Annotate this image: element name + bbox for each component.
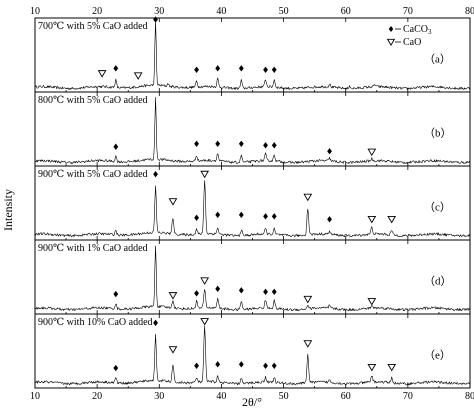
cao-marker	[133, 72, 143, 80]
top-tick-label: 30	[154, 6, 164, 17]
cao-marker	[303, 295, 313, 304]
caco3-marker	[215, 65, 221, 72]
caco3-marker	[271, 288, 277, 295]
caco3-marker	[153, 170, 158, 178]
caco3-marker	[263, 142, 268, 149]
cao-marker	[200, 318, 210, 326]
caco3-marker	[153, 319, 158, 327]
legend-caco3-icon	[388, 26, 394, 32]
cao-marker	[303, 193, 313, 202]
caco3-marker	[238, 65, 244, 72]
panel-e: 900℃ with 10% CaO added （e）	[34, 313, 471, 389]
cao-marker	[387, 215, 397, 224]
bottom-tick-labels: 10 20 30 40 50 60 70 80	[30, 391, 474, 402]
panel-d: 900℃ with 1% CaO added （d）	[34, 239, 471, 315]
cao-marker	[303, 340, 313, 348]
top-tick-label: 80	[465, 6, 474, 17]
cao-marker	[367, 148, 377, 157]
panel-tag: （a）	[424, 52, 451, 65]
bottom-tick-label: 20	[92, 391, 102, 402]
bottom-tick-label: 80	[465, 391, 474, 402]
panel-b: 800℃ with 5% CaO added （b）	[34, 91, 471, 167]
caco3-marker	[263, 362, 268, 369]
caco3-marker	[194, 66, 199, 73]
bottom-tick-label: 50	[279, 391, 289, 402]
panel-tag: （b）	[424, 126, 452, 139]
xrd-trace	[34, 20, 471, 90]
legend-cao-icon	[386, 38, 396, 46]
cao-marker	[168, 198, 178, 206]
top-tick-label: 60	[341, 6, 351, 17]
caco3-marker	[238, 211, 244, 219]
panel-title: 900℃ with 5% CaO added	[38, 169, 148, 180]
panel-tag: （c）	[424, 200, 451, 213]
cao-marker	[387, 363, 397, 372]
panel-tag: （e）	[424, 348, 451, 361]
cao-marker	[200, 170, 210, 179]
caco3-marker	[153, 16, 158, 23]
xrd-trace	[34, 180, 471, 238]
caco3-marker	[271, 362, 277, 369]
caco3-marker	[271, 66, 277, 73]
x-axis-title: 2θ/°	[242, 395, 262, 409]
caco3-marker	[113, 290, 119, 298]
cao-marker	[97, 70, 107, 78]
caco3-marker	[215, 361, 221, 368]
xrd-trace	[34, 245, 471, 312]
cao-marker	[168, 346, 178, 354]
caco3-marker	[271, 213, 277, 220]
panel-title: 800℃ with 5% CaO added	[38, 95, 148, 106]
caco3-marker	[263, 213, 268, 220]
panel-title: 700℃ with 5% CaO added	[38, 21, 148, 32]
panel-c: 900℃ with 5% CaO added （c）	[34, 165, 471, 241]
caco3-marker	[194, 140, 199, 147]
caco3-marker	[263, 288, 268, 295]
caco3-marker	[238, 140, 244, 147]
bottom-tick-label: 40	[216, 391, 226, 402]
top-tick-label: 10	[30, 6, 40, 17]
cao-marker	[367, 363, 377, 372]
caco3-marker	[271, 142, 277, 149]
caco3-marker	[263, 66, 268, 73]
y-axis-title: Intensity	[1, 189, 15, 231]
caco3-marker	[215, 285, 221, 293]
caco3-marker	[327, 216, 332, 223]
caco3-marker	[215, 140, 221, 147]
caco3-marker	[113, 65, 119, 72]
caco3-marker	[194, 362, 199, 369]
cao-marker	[200, 277, 210, 285]
top-tick-label: 20	[92, 6, 102, 17]
cao-marker	[168, 292, 178, 300]
cao-marker	[367, 215, 377, 224]
caco3-marker	[327, 148, 332, 155]
panel-tag: （d）	[424, 274, 452, 287]
bottom-tick-label: 70	[403, 391, 413, 402]
bottom-tick-label: 60	[341, 391, 351, 402]
top-tick-label: 50	[279, 6, 289, 17]
caco3-marker	[194, 214, 199, 221]
panel-title: 900℃ with 10% CaO added	[38, 317, 153, 328]
top-tick-label: 40	[216, 6, 226, 17]
cao-marker	[367, 298, 377, 306]
bottom-tick-label: 30	[154, 391, 164, 402]
panel-title: 900℃ with 1% CaO added	[38, 243, 148, 254]
caco3-marker	[113, 364, 119, 372]
xrd-trace	[34, 325, 471, 386]
caco3-marker	[238, 287, 244, 294]
panels-group: 700℃ with 5% CaO added （a） 800℃ with 5% Ca…	[34, 16, 471, 389]
top-tick-labels: 10 20 30 40 50 60 70 80	[30, 6, 474, 17]
top-tick-label: 70	[403, 6, 413, 17]
xrd-trace	[34, 96, 471, 165]
legend-subscript: 3	[428, 28, 432, 36]
legend-label: CaO	[403, 37, 421, 48]
caco3-marker	[215, 211, 221, 219]
bottom-tick-label: 10	[30, 391, 40, 402]
caco3-marker	[113, 143, 119, 150]
legend-label: CaCO3	[403, 24, 432, 36]
caco3-marker	[194, 290, 199, 297]
caco3-marker	[238, 361, 244, 368]
